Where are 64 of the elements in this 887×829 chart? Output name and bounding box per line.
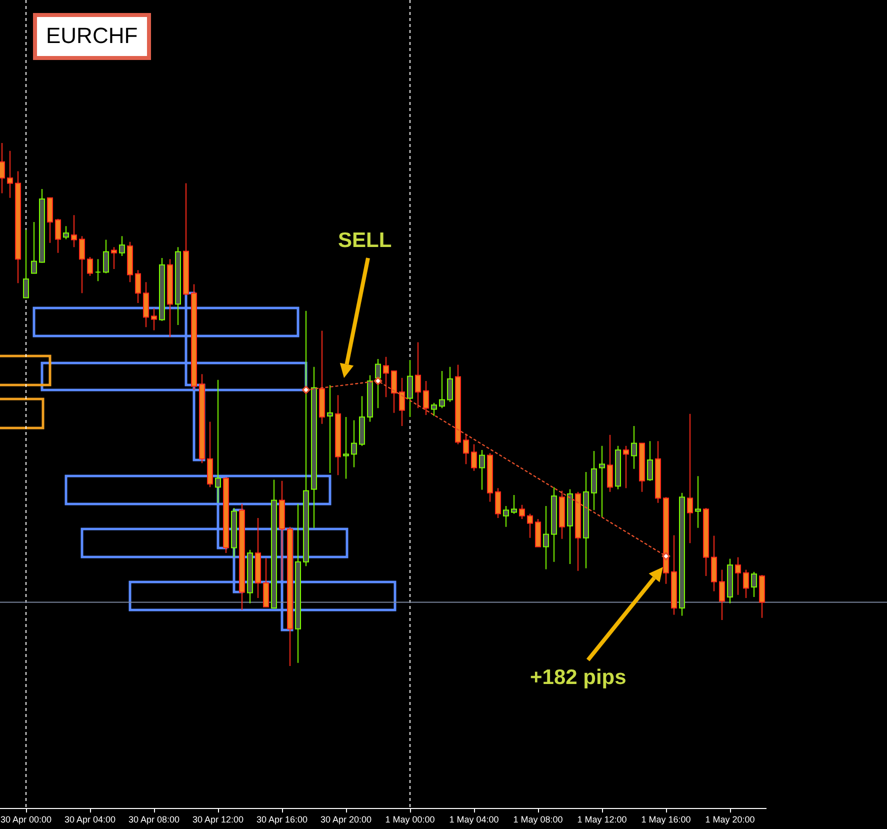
candlestick: [351, 420, 357, 468]
candlestick: [623, 445, 629, 489]
candlestick: [543, 505, 549, 570]
candlestick: [71, 214, 77, 248]
candlestick: [599, 445, 605, 518]
candlestick: [751, 571, 757, 598]
candlestick: [447, 366, 453, 402]
candlestick: [471, 444, 477, 472]
x-tick-label: 30 Apr 00:00: [0, 814, 52, 824]
candlestick: [423, 380, 429, 416]
x-tick-label: 30 Apr 12:00: [192, 814, 244, 824]
candlestick: [519, 504, 525, 520]
candlestick: [215, 379, 221, 504]
candlestick: [743, 569, 749, 599]
x-tick-label: 1 May 12:00: [577, 814, 627, 824]
candlestick: [31, 221, 37, 274]
candlestick: [135, 270, 141, 304]
candlestick: [463, 433, 469, 465]
candlestick: [327, 384, 333, 474]
candlestick: [439, 370, 445, 409]
candlestick: [631, 425, 637, 470]
candlestick: [151, 308, 157, 331]
x-tick-label: 1 May 16:00: [641, 814, 691, 824]
candlestick: [95, 258, 101, 282]
x-tick-label: 30 Apr 04:00: [64, 814, 116, 824]
candlestick: [647, 440, 653, 482]
chart-title: EURCHF: [33, 13, 151, 60]
candlestick: [607, 434, 613, 492]
x-tick-label: 30 Apr 16:00: [256, 814, 308, 824]
x-tick-label: 1 May 20:00: [705, 814, 755, 824]
candlestick: [87, 256, 93, 276]
candlestick: [687, 413, 693, 544]
candlestick: [431, 402, 437, 417]
candlestick: [527, 513, 533, 538]
candlestick: [735, 556, 741, 596]
candlestick: [399, 377, 405, 426]
candlestick: [695, 476, 701, 528]
candlestick: [719, 569, 725, 620]
candlestick: [55, 218, 61, 254]
annotation: SELL: [338, 229, 392, 253]
x-tick-label: 1 May 08:00: [513, 814, 563, 824]
x-tick-label: 30 Apr 20:00: [320, 814, 372, 824]
candlestick: [479, 450, 485, 490]
x-tick-label: 1 May 00:00: [385, 814, 435, 824]
candlestick: [375, 358, 381, 409]
candlestick: [103, 239, 109, 274]
candlestick: [79, 236, 85, 294]
candlestick: [407, 360, 413, 418]
candlestick: [0, 142, 5, 194]
candlestick: [511, 494, 517, 514]
candlestick: [495, 488, 501, 518]
candlestick: [391, 370, 397, 414]
candlestick: [383, 356, 389, 398]
candlestick: [119, 236, 125, 256]
x-tick-label: 30 Apr 08:00: [128, 814, 180, 824]
candlestick: [503, 505, 509, 528]
candlestick: [111, 246, 117, 270]
candlestick: [23, 229, 29, 298]
annotation: +182 pips: [530, 666, 626, 690]
candlestick: [7, 150, 13, 198]
x-tick-label: 1 May 04:00: [449, 814, 499, 824]
candlestick: [63, 226, 69, 240]
candlestick: [415, 342, 421, 409]
candlestick: [343, 416, 349, 480]
